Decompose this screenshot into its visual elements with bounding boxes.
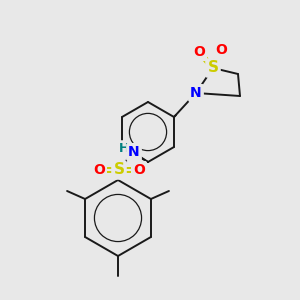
Text: O: O bbox=[133, 163, 145, 177]
Text: O: O bbox=[93, 163, 105, 177]
Text: O: O bbox=[215, 43, 227, 57]
Text: N: N bbox=[190, 86, 202, 100]
Text: S: S bbox=[208, 61, 218, 76]
Text: S: S bbox=[113, 163, 124, 178]
Text: O: O bbox=[193, 45, 205, 59]
Text: H: H bbox=[119, 142, 129, 154]
Text: N: N bbox=[128, 145, 140, 159]
